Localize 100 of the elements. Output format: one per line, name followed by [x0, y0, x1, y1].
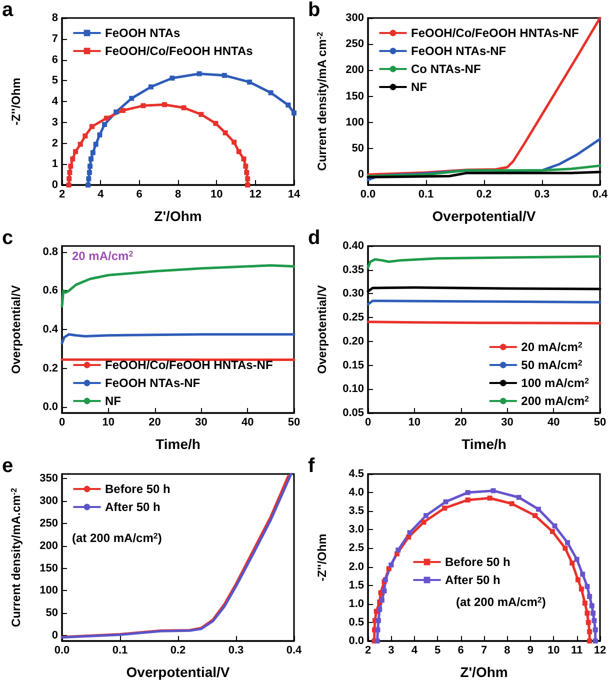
point: [570, 560, 575, 566]
point: [407, 530, 412, 536]
point: [465, 490, 470, 496]
point: [162, 102, 167, 108]
legend-label: NF: [411, 80, 427, 94]
legend-label: FeOOH NTAs: [105, 26, 180, 40]
x-tick-label: 0.4: [592, 188, 609, 200]
x-tick-label: 11: [570, 644, 583, 656]
x-tick-label: 6: [136, 188, 142, 200]
point: [442, 506, 448, 511]
y-tick-label: 100: [40, 584, 58, 597]
y-tick-label: 100: [346, 116, 364, 128]
y-tick-label: 2.0: [348, 560, 364, 573]
x-tick-label: 0: [364, 416, 372, 428]
point: [66, 182, 72, 188]
y-tick-label: 0.05: [342, 407, 364, 419]
y-tick-label: 3.0: [348, 524, 364, 536]
point: [120, 108, 126, 113]
y-tick-label: 5: [52, 74, 58, 87]
y-tick-label: 150: [346, 90, 364, 102]
y-tick-label: 200: [346, 64, 364, 76]
line-series: [366, 255, 602, 269]
legend-label: After 50 h: [445, 573, 500, 587]
text: d: [308, 227, 320, 249]
x-tick-label: 0.0: [360, 188, 376, 200]
point: [82, 133, 88, 138]
x-axis-title: Overpotential/V: [126, 664, 230, 680]
point: [243, 164, 248, 169]
legend-label: FeOOH NTAs-NF: [105, 376, 200, 390]
point: [236, 149, 242, 154]
point: [584, 610, 590, 616]
point: [396, 548, 401, 553]
legend-label: FeOOH NTAs-NF: [411, 44, 506, 58]
y-tick-label: 0: [52, 179, 58, 191]
point: [198, 112, 204, 117]
y-tick-label: 8: [52, 12, 58, 24]
y-tick-label: 4.5: [348, 468, 364, 480]
x-axis-title: Z'/Ohm: [154, 208, 202, 224]
point: [509, 501, 514, 506]
point: [114, 109, 119, 114]
x-tick-label: 4: [98, 188, 105, 200]
y-tick-label: 0.30: [342, 288, 364, 300]
y-tick-label: 1.0: [348, 598, 364, 610]
point: [97, 132, 102, 138]
point: [574, 556, 580, 562]
point: [93, 142, 98, 147]
point: [382, 588, 387, 594]
x-tick-label: 9: [527, 644, 534, 656]
x-axis-title: Time/h: [462, 436, 506, 452]
point: [90, 150, 96, 156]
point: [86, 170, 92, 175]
x-tick-label: 10: [210, 188, 223, 200]
x-tick-label: 8: [174, 188, 182, 200]
point: [377, 606, 382, 612]
x-tick-label: 20: [148, 416, 161, 428]
x-tick-label: 10: [547, 644, 560, 656]
x-tick-label: 14: [288, 188, 301, 200]
y-tick-label: 0.0: [42, 401, 58, 414]
point: [487, 496, 492, 501]
legend-label: NF: [105, 394, 121, 408]
text: b: [308, 0, 320, 21]
y-tick-label: 2.5: [348, 542, 364, 554]
y-tick-label: 4.0: [348, 486, 364, 499]
x-tick-label: 40: [547, 416, 560, 428]
point: [196, 71, 202, 76]
x-tick-label: 50: [288, 416, 300, 428]
y-tick-label: 3: [52, 116, 58, 128]
point: [89, 124, 94, 130]
point: [516, 494, 522, 500]
y-tick-label: 6: [52, 54, 58, 66]
y-tick-label: 0.15: [342, 359, 364, 372]
y-axis-title: Overpotential/V: [9, 285, 23, 374]
x-tick-label: 10: [102, 416, 115, 428]
y-tick-label: 300: [40, 494, 58, 507]
point: [247, 80, 252, 85]
y-tick-label: 0.6: [42, 284, 58, 297]
x-tick-label: 4: [411, 644, 418, 656]
point: [232, 140, 237, 145]
point: [244, 170, 250, 175]
line-series: [60, 333, 296, 344]
y-tick-label: 7: [52, 32, 58, 45]
point: [88, 164, 93, 169]
text: c: [2, 227, 14, 249]
y-tick-label: 4: [52, 96, 59, 108]
point: [587, 594, 592, 599]
x-tick-label: 3: [388, 644, 394, 656]
point: [490, 488, 496, 494]
point: [587, 629, 592, 634]
y-tick-label: 350: [40, 472, 58, 484]
x-tick-label: 0.3: [228, 644, 244, 656]
y-tick-label: 150: [40, 562, 58, 574]
x-tick-label: 0.2: [476, 188, 492, 200]
point: [86, 182, 91, 188]
point: [102, 122, 108, 127]
y-tick-label: 0.8: [42, 246, 58, 258]
x-tick-label: 5: [434, 644, 441, 656]
x-tick-label: 30: [501, 416, 514, 428]
x-tick-label: 20: [454, 416, 467, 428]
point: [148, 84, 154, 90]
point: [213, 120, 218, 126]
